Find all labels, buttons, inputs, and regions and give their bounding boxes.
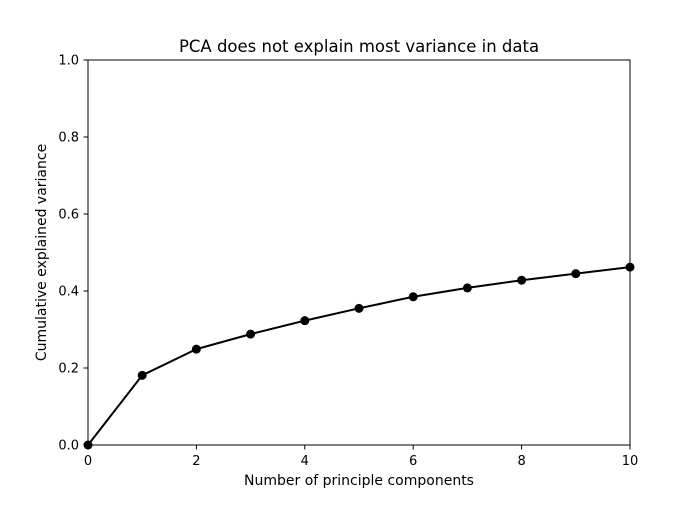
data-point	[571, 269, 581, 279]
x-tick-label: 8	[517, 454, 525, 469]
y-axis-label: Cumulative explained variance	[34, 144, 50, 361]
y-tick-label: 0.0	[58, 439, 79, 454]
x-tick-label: 10	[622, 454, 639, 469]
y-tick-label: 1.0	[58, 54, 79, 69]
data-point	[246, 329, 256, 339]
plot-frame	[87, 59, 631, 446]
x-tick-label: 2	[192, 454, 200, 469]
y-tick-label: 0.8	[58, 131, 79, 146]
series-layer	[83, 262, 635, 450]
y-tick-label: 0.6	[58, 208, 79, 223]
x-tick-label: 4	[301, 454, 309, 469]
data-point	[517, 275, 527, 285]
series-line	[87, 266, 631, 446]
axis-ticks: 0 2 4 6 8 10 0.0 0.2 0.4 0.6 0.8 1.0	[58, 54, 638, 470]
x-tick-label: 0	[84, 454, 92, 469]
x-tick-label: 6	[409, 454, 417, 469]
data-point	[300, 316, 310, 326]
chart-title: PCA does not explain most variance in da…	[179, 37, 539, 56]
y-tick-label: 0.2	[58, 362, 79, 377]
data-point	[137, 370, 147, 380]
data-point	[408, 292, 418, 302]
y-tick-label: 0.4	[58, 285, 79, 300]
x-axis-label: Number of principle components	[244, 473, 474, 489]
data-point	[191, 344, 201, 354]
data-point	[462, 283, 472, 293]
data-point	[354, 303, 364, 313]
